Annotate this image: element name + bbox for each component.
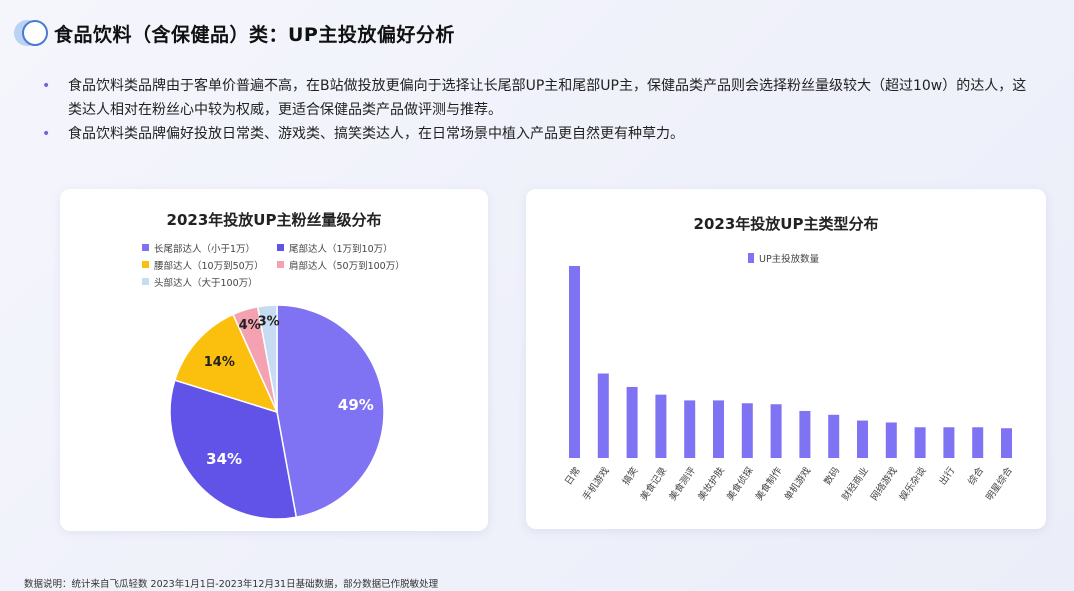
x-tick-label: 财经商业 bbox=[839, 465, 871, 503]
legend-swatch bbox=[142, 278, 149, 285]
bullet-dot-icon: • bbox=[42, 126, 51, 142]
legend-item: 头部达人（大于100万） bbox=[142, 275, 277, 289]
pie-slice bbox=[169, 379, 298, 520]
legend-item: 长尾部达人（小于1万） bbox=[142, 241, 277, 255]
bar bbox=[885, 422, 897, 458]
bar-legend: UP主投放数量 bbox=[748, 251, 819, 265]
bar bbox=[655, 394, 667, 458]
x-tick-label: 网络游戏 bbox=[868, 464, 900, 502]
bullet-text: 食品饮料类品牌偏好投放日常类、游戏类、搞笑类达人，在日常场景中植入产品更自然更有… bbox=[68, 126, 684, 142]
pie-slice bbox=[173, 313, 279, 414]
data-footnote: 数据说明：统计来自飞瓜轻数 2023年1月1日-2023年12月31日基础数据，… bbox=[24, 579, 439, 590]
pie-slice bbox=[276, 304, 385, 519]
x-tick-label: 美妆护肤 bbox=[695, 464, 727, 502]
legend-label: 尾部达人（1万到10万） bbox=[289, 243, 393, 255]
bullet-item: • 食品饮料类品牌偏好投放日常类、游戏类、搞笑类达人，在日常场景中植入产品更自然… bbox=[40, 122, 1030, 146]
x-tick-label: 日常 bbox=[562, 465, 583, 487]
bar bbox=[972, 427, 984, 458]
pie-data-label: 14% bbox=[204, 355, 235, 370]
legend-swatch bbox=[142, 244, 149, 251]
pie-data-label: 3% bbox=[258, 314, 280, 329]
page-title: 食品饮料（含保健品）类：UP主投放偏好分析 bbox=[54, 23, 455, 46]
bar bbox=[857, 420, 868, 458]
page-header: 食品饮料（含保健品）类：UP主投放偏好分析 bbox=[14, 18, 455, 48]
bar bbox=[1001, 428, 1012, 458]
pie-data-label: 4% bbox=[239, 318, 261, 333]
bar bbox=[914, 427, 926, 458]
legend-label: UP主投放数量 bbox=[759, 254, 820, 265]
x-tick-label: 美食侦探 bbox=[724, 464, 756, 502]
summary-bullets: • 食品饮料类品牌由于客单价普遍不高，在B站做投放更偏向于选择让长尾部UP主和尾… bbox=[40, 74, 1030, 146]
pie-chart-title: 2023年投放UP主粉丝量级分布 bbox=[166, 211, 382, 229]
x-tick-label: 明星综合 bbox=[983, 464, 1015, 502]
legend-label: 长尾部达人（小于1万） bbox=[154, 243, 256, 255]
bullet-item: • 食品饮料类品牌由于客单价普遍不高，在B站做投放更偏向于选择让长尾部UP主和尾… bbox=[40, 74, 1030, 122]
x-tick-label: 美食测评 bbox=[667, 464, 699, 502]
x-tick-label: 单机游戏 bbox=[782, 464, 814, 502]
pie-chart: 49% 34% 14% 4%3% bbox=[169, 304, 385, 520]
bar bbox=[569, 266, 580, 458]
legend-swatch bbox=[277, 244, 284, 251]
x-tick-label: 搞笑 bbox=[620, 464, 641, 487]
x-tick-label: 数码 bbox=[821, 465, 842, 487]
pie-slice bbox=[256, 304, 278, 413]
bar bbox=[684, 400, 696, 458]
x-tick-label: 综合 bbox=[965, 464, 986, 487]
pie-data-label: 34% bbox=[206, 450, 242, 468]
x-tick-label: 美食制作 bbox=[753, 464, 785, 502]
legend-item: 肩部达人（50万到100万） bbox=[277, 258, 412, 272]
x-tick-label: 出行 bbox=[937, 464, 958, 487]
legend-swatch bbox=[142, 261, 149, 268]
bar bbox=[597, 373, 609, 458]
bullet-text: 食品饮料类品牌由于客单价普遍不高，在B站做投放更偏向于选择让长尾部UP主和尾部U… bbox=[68, 78, 1027, 118]
bar bbox=[943, 427, 955, 458]
legend-swatch bbox=[277, 261, 284, 268]
bar bbox=[770, 404, 782, 458]
legend-label: 头部达人（大于100万） bbox=[154, 277, 258, 289]
bar-chart-card: 2023年投放UP主类型分布 UP主投放数量 日常 手机游戏 搞笑 美食记录 美食测评美… bbox=[526, 189, 1046, 529]
bar bbox=[799, 410, 811, 458]
pie-legend: 长尾部达人（小于1万） 尾部达人（1万到10万） 腰部达人（10万到50万） 肩… bbox=[142, 239, 462, 290]
pie-chart-card: 2023年投放UP主粉丝量级分布 长尾部达人（小于1万） 尾部达人（1万到10万… bbox=[60, 189, 488, 531]
bar bbox=[626, 386, 638, 458]
bar bbox=[741, 403, 753, 458]
bar bbox=[713, 400, 724, 458]
legend-label: 腰部达人（10万到50万） bbox=[154, 260, 264, 272]
logo-icon bbox=[14, 18, 50, 48]
pie-data-label: 49% bbox=[338, 396, 374, 414]
x-tick-label: 娱乐杂谈 bbox=[897, 464, 929, 502]
bar bbox=[828, 414, 840, 458]
bar-chart-title: 2023年投放UP主类型分布 bbox=[693, 215, 879, 233]
bullet-dot-icon: • bbox=[42, 78, 51, 94]
legend-swatch bbox=[748, 253, 754, 263]
x-tick-label: 美食记录 bbox=[638, 464, 670, 502]
legend-label: 肩部达人（50万到100万） bbox=[289, 260, 405, 272]
legend-item: 腰部达人（10万到50万） bbox=[142, 258, 277, 272]
x-tick-label: 手机游戏 bbox=[580, 464, 612, 502]
legend-item: 尾部达人（1万到10万） bbox=[277, 241, 412, 255]
